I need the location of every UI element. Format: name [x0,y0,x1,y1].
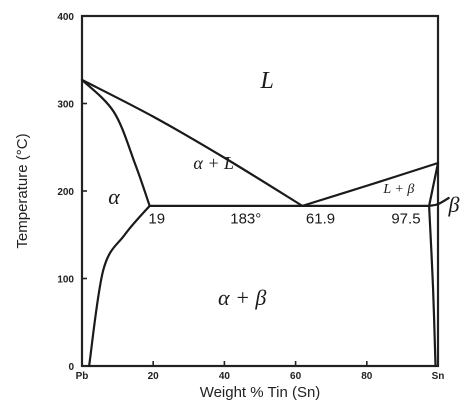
x-tick-label: 20 [148,371,160,382]
axes: Pb 20 40 60 80 Sn 0 100 200 300 400 [57,12,444,382]
region-label-beta: β [448,192,460,217]
y-tick-label: 200 [57,187,74,198]
x-axis-title: Weight % Tin (Sn) [200,384,321,401]
point-label-eutectic-composition: 61.9 [306,210,335,227]
x-tick-label: Pb [76,371,89,382]
x-tick-label: Sn [432,371,445,382]
point-label-eutectic-temperature: 183° [230,210,261,227]
region-label-alpha: α [108,184,120,209]
phase-boundaries [80,78,450,368]
region-label-L: L [259,68,273,94]
point-label-eutectic-beta-composition: 97.5 [391,210,420,227]
labels: Lα + L α L + β β α + β 19 183° 61.9 97.5 [108,68,459,310]
solidus-beta-line [428,161,440,207]
point-label-eutectic-alpha-composition: 19 [148,210,165,227]
x-tick-label: 60 [290,371,302,382]
solvus-beta-line [428,204,437,368]
y-axis-title: Temperature (°C) [14,133,31,248]
y-tick-label: 100 [57,275,74,286]
beta-pointer-line [428,196,450,207]
x-tick-label: 40 [219,371,231,382]
y-tick-label: 400 [57,12,74,23]
y-tick-label: 300 [57,100,74,111]
liquidus-left-line [80,78,304,207]
y-tick-label: 0 [68,362,74,373]
region-label-alpha-plus-beta: α + β [218,285,266,310]
solidus-alpha-line [80,78,151,207]
region-label-alpha-plus-liquid: α + L [193,153,234,173]
region-label-liquid-plus-beta: L + β [382,182,414,197]
x-tick-label: 80 [361,371,373,382]
liquidus-right-line [301,161,440,207]
solvus-alpha-line [88,204,151,368]
